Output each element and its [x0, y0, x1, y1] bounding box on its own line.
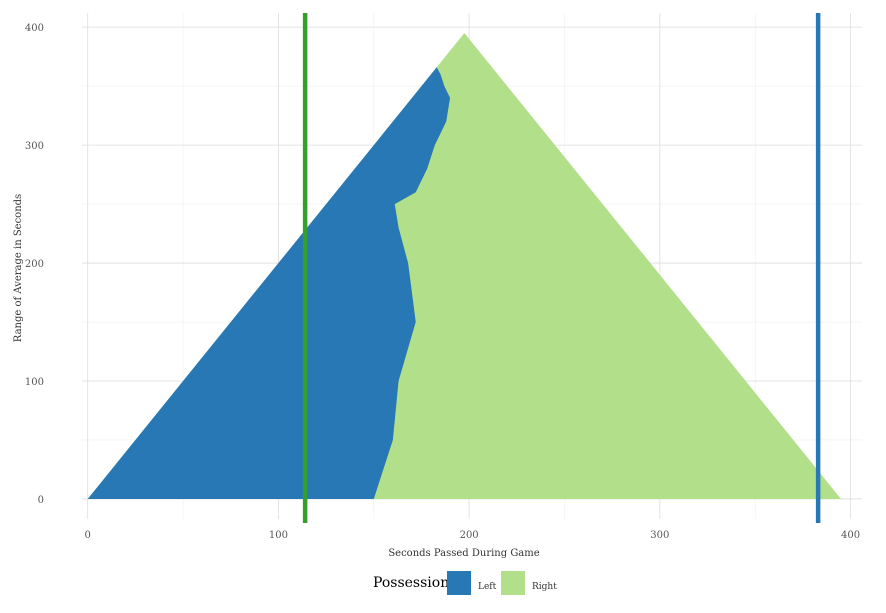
legend-swatch-left	[447, 571, 471, 595]
legend-swatch-right	[501, 571, 525, 595]
region-left	[87, 67, 451, 499]
x-tick-label: 100	[269, 530, 288, 541]
x-axis-title: Seconds Passed During Game	[388, 548, 539, 559]
y-tick-label: 100	[25, 377, 44, 388]
y-tick-label: 400	[25, 23, 44, 34]
x-tick-label: 0	[85, 530, 91, 541]
vertical-lines	[302, 13, 821, 523]
x-tick-label: 200	[460, 530, 479, 541]
x-tick-label: 300	[650, 530, 669, 541]
legend-label-left: Left	[478, 582, 497, 592]
legend-title: Possession	[373, 575, 449, 591]
y-axis-ticks: 0 100 200 300 400	[25, 23, 44, 506]
y-axis-title: Range of Average in Seconds	[13, 194, 24, 342]
x-axis-ticks: 0 100 200 300 400	[85, 530, 861, 541]
y-tick-label: 0	[38, 495, 44, 506]
plot-area	[87, 33, 842, 499]
y-tick-label: 300	[25, 141, 44, 152]
legend-label-right: Right	[532, 582, 557, 592]
y-tick-label: 200	[25, 259, 44, 270]
legend: Possession Left Right	[373, 571, 557, 595]
x-tick-label: 400	[841, 530, 860, 541]
